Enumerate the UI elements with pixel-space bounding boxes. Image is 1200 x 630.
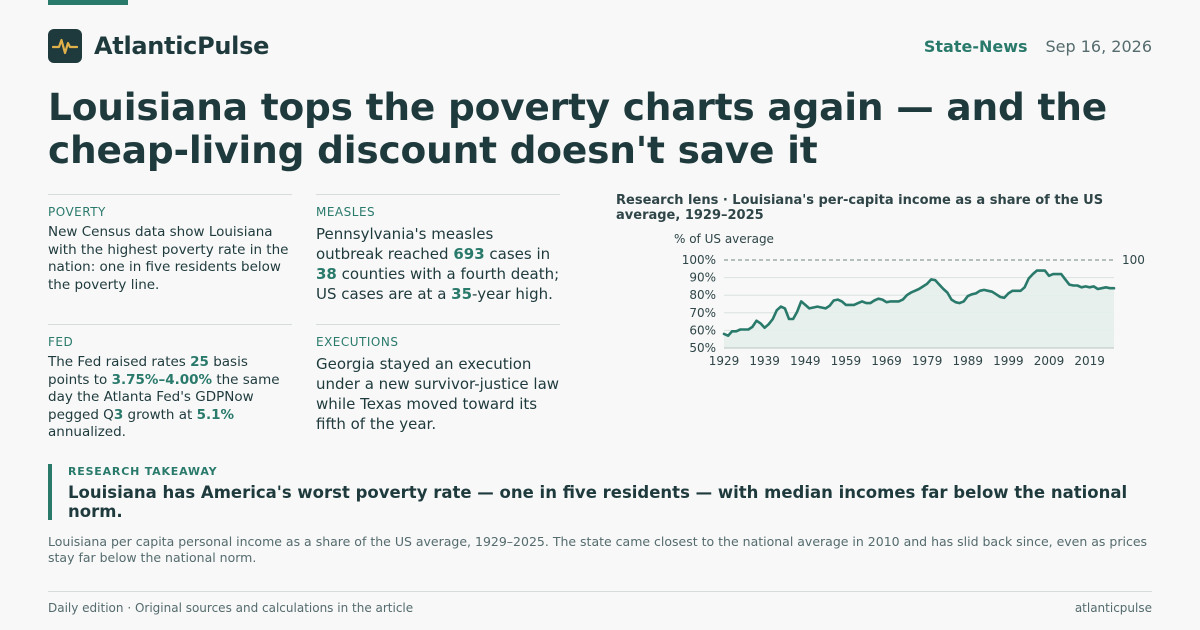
brief-text-part: basis points to [48, 354, 248, 388]
series-line [722, 269, 1116, 337]
brief-text-part: the same day the Atlanta Fed's GDPNow pe… [48, 371, 280, 423]
brief-highlight: 5.1% [196, 406, 235, 423]
brief-text-part: Georgia stayed an execution under a new … [316, 355, 560, 433]
brief-highlight: 38 [316, 265, 337, 283]
brief-text-part: Pennsylvania's measles outbreak reached [316, 225, 494, 263]
publish-date: Sep 16, 2026 [1045, 37, 1153, 56]
brief-text-part: cases in [484, 245, 551, 263]
brief-text-part: New Census data show Louisiana with the … [48, 224, 289, 293]
brief-label: EXECUTIONS [316, 335, 399, 349]
x-tick-label: 1929 [709, 354, 740, 368]
y-tick-label: 90% [689, 271, 716, 285]
footer-note: Daily edition · Original sources and cal… [48, 601, 414, 615]
article-meta: State-News Sep 16, 2026 [924, 37, 1152, 56]
brief-text-part: counties with a fourth death; US cases a… [316, 265, 560, 303]
chart-caption: Louisiana per capita personal income as … [48, 534, 1148, 565]
brief-highlight: 3 [113, 406, 124, 423]
brief-fed: FED The Fed raised rates 25 basis points… [48, 324, 292, 442]
x-tick-label: 2009 [1034, 354, 1065, 368]
x-tick-label: 1949 [790, 354, 821, 368]
reference-line-label: 100 [1122, 253, 1145, 267]
brief-text-part: The Fed raised rates [48, 354, 191, 370]
x-tick-label: 1979 [912, 354, 943, 368]
takeaway-text: Louisiana has America's worst poverty ra… [68, 483, 1128, 521]
chart-title: Research lens · Louisiana's per-capita i… [616, 193, 1104, 223]
income-share-chart: 50% 60% 70% 80% 90% 100% 100 % of US average 192… [674, 232, 1145, 368]
takeaway-label: RESEARCH TAKEAWAY [68, 465, 218, 478]
brief-text: New Census data show Louisiana with the … [48, 224, 292, 294]
y-tick-label: 80% [689, 288, 716, 302]
brief-poverty: POVERTY New Census data show Louisiana w… [48, 194, 292, 294]
y-tick-label: 50% [689, 341, 716, 355]
top-accent-bar [48, 0, 128, 5]
brief-highlight: 35 [451, 285, 473, 303]
brief-highlight: 3.75%–4.00% [111, 371, 213, 388]
y-tick-label: 60% [689, 323, 716, 337]
brief-text: Pennsylvania's measles outbreak reached … [316, 224, 560, 304]
x-tick-label: 1939 [749, 354, 780, 368]
brief-highlight: 25 [190, 354, 209, 370]
series-area [724, 270, 1114, 348]
brief-text: The Fed raised rates 25 basis points to … [48, 354, 292, 442]
section-link[interactable]: State-News [923, 37, 1028, 56]
brief-label: MEASLES [316, 205, 376, 219]
pulse-icon [48, 29, 82, 63]
brief-text-part: -year high. [472, 285, 553, 303]
brief-executions: EXECUTIONS Georgia stayed an execution u… [316, 324, 560, 434]
brief-label: FED [48, 335, 74, 349]
brief-highlight: 693 [453, 245, 485, 263]
chart-plot [722, 269, 1116, 349]
x-tick-label: 1969 [871, 354, 902, 368]
brief-text: Georgia stayed an execution under a new … [316, 354, 560, 434]
y-tick-label: 100% [682, 253, 716, 267]
x-tick-label: 1989 [952, 354, 983, 368]
x-tick-label: 1999 [993, 354, 1024, 368]
brand[interactable]: AtlanticPulse [48, 29, 269, 63]
chart-labels: 50% 60% 70% 80% 90% 100% 100 % of US average 192… [674, 232, 1145, 368]
y-tick-label: 70% [689, 306, 716, 320]
headline: Louisiana tops the poverty charts again … [48, 85, 1107, 172]
brief-label: POVERTY [48, 205, 106, 219]
research-takeaway: RESEARCH TAKEAWAY Louisiana has America'… [48, 464, 1152, 521]
brand-name: AtlanticPulse [94, 32, 270, 60]
brief-text-part: annualized. [48, 424, 126, 440]
brief-text-part: growth at [123, 406, 197, 423]
x-tick-label: 2019 [1074, 354, 1105, 368]
x-tick-label: 1959 [831, 354, 862, 368]
footer-brand-link[interactable]: atlanticpulse [1074, 601, 1152, 615]
brief-measles: MEASLES Pennsylvania's measles outbreak … [316, 194, 560, 304]
y-axis-label: % of US average [674, 232, 774, 246]
footer-divider [48, 591, 1152, 592]
